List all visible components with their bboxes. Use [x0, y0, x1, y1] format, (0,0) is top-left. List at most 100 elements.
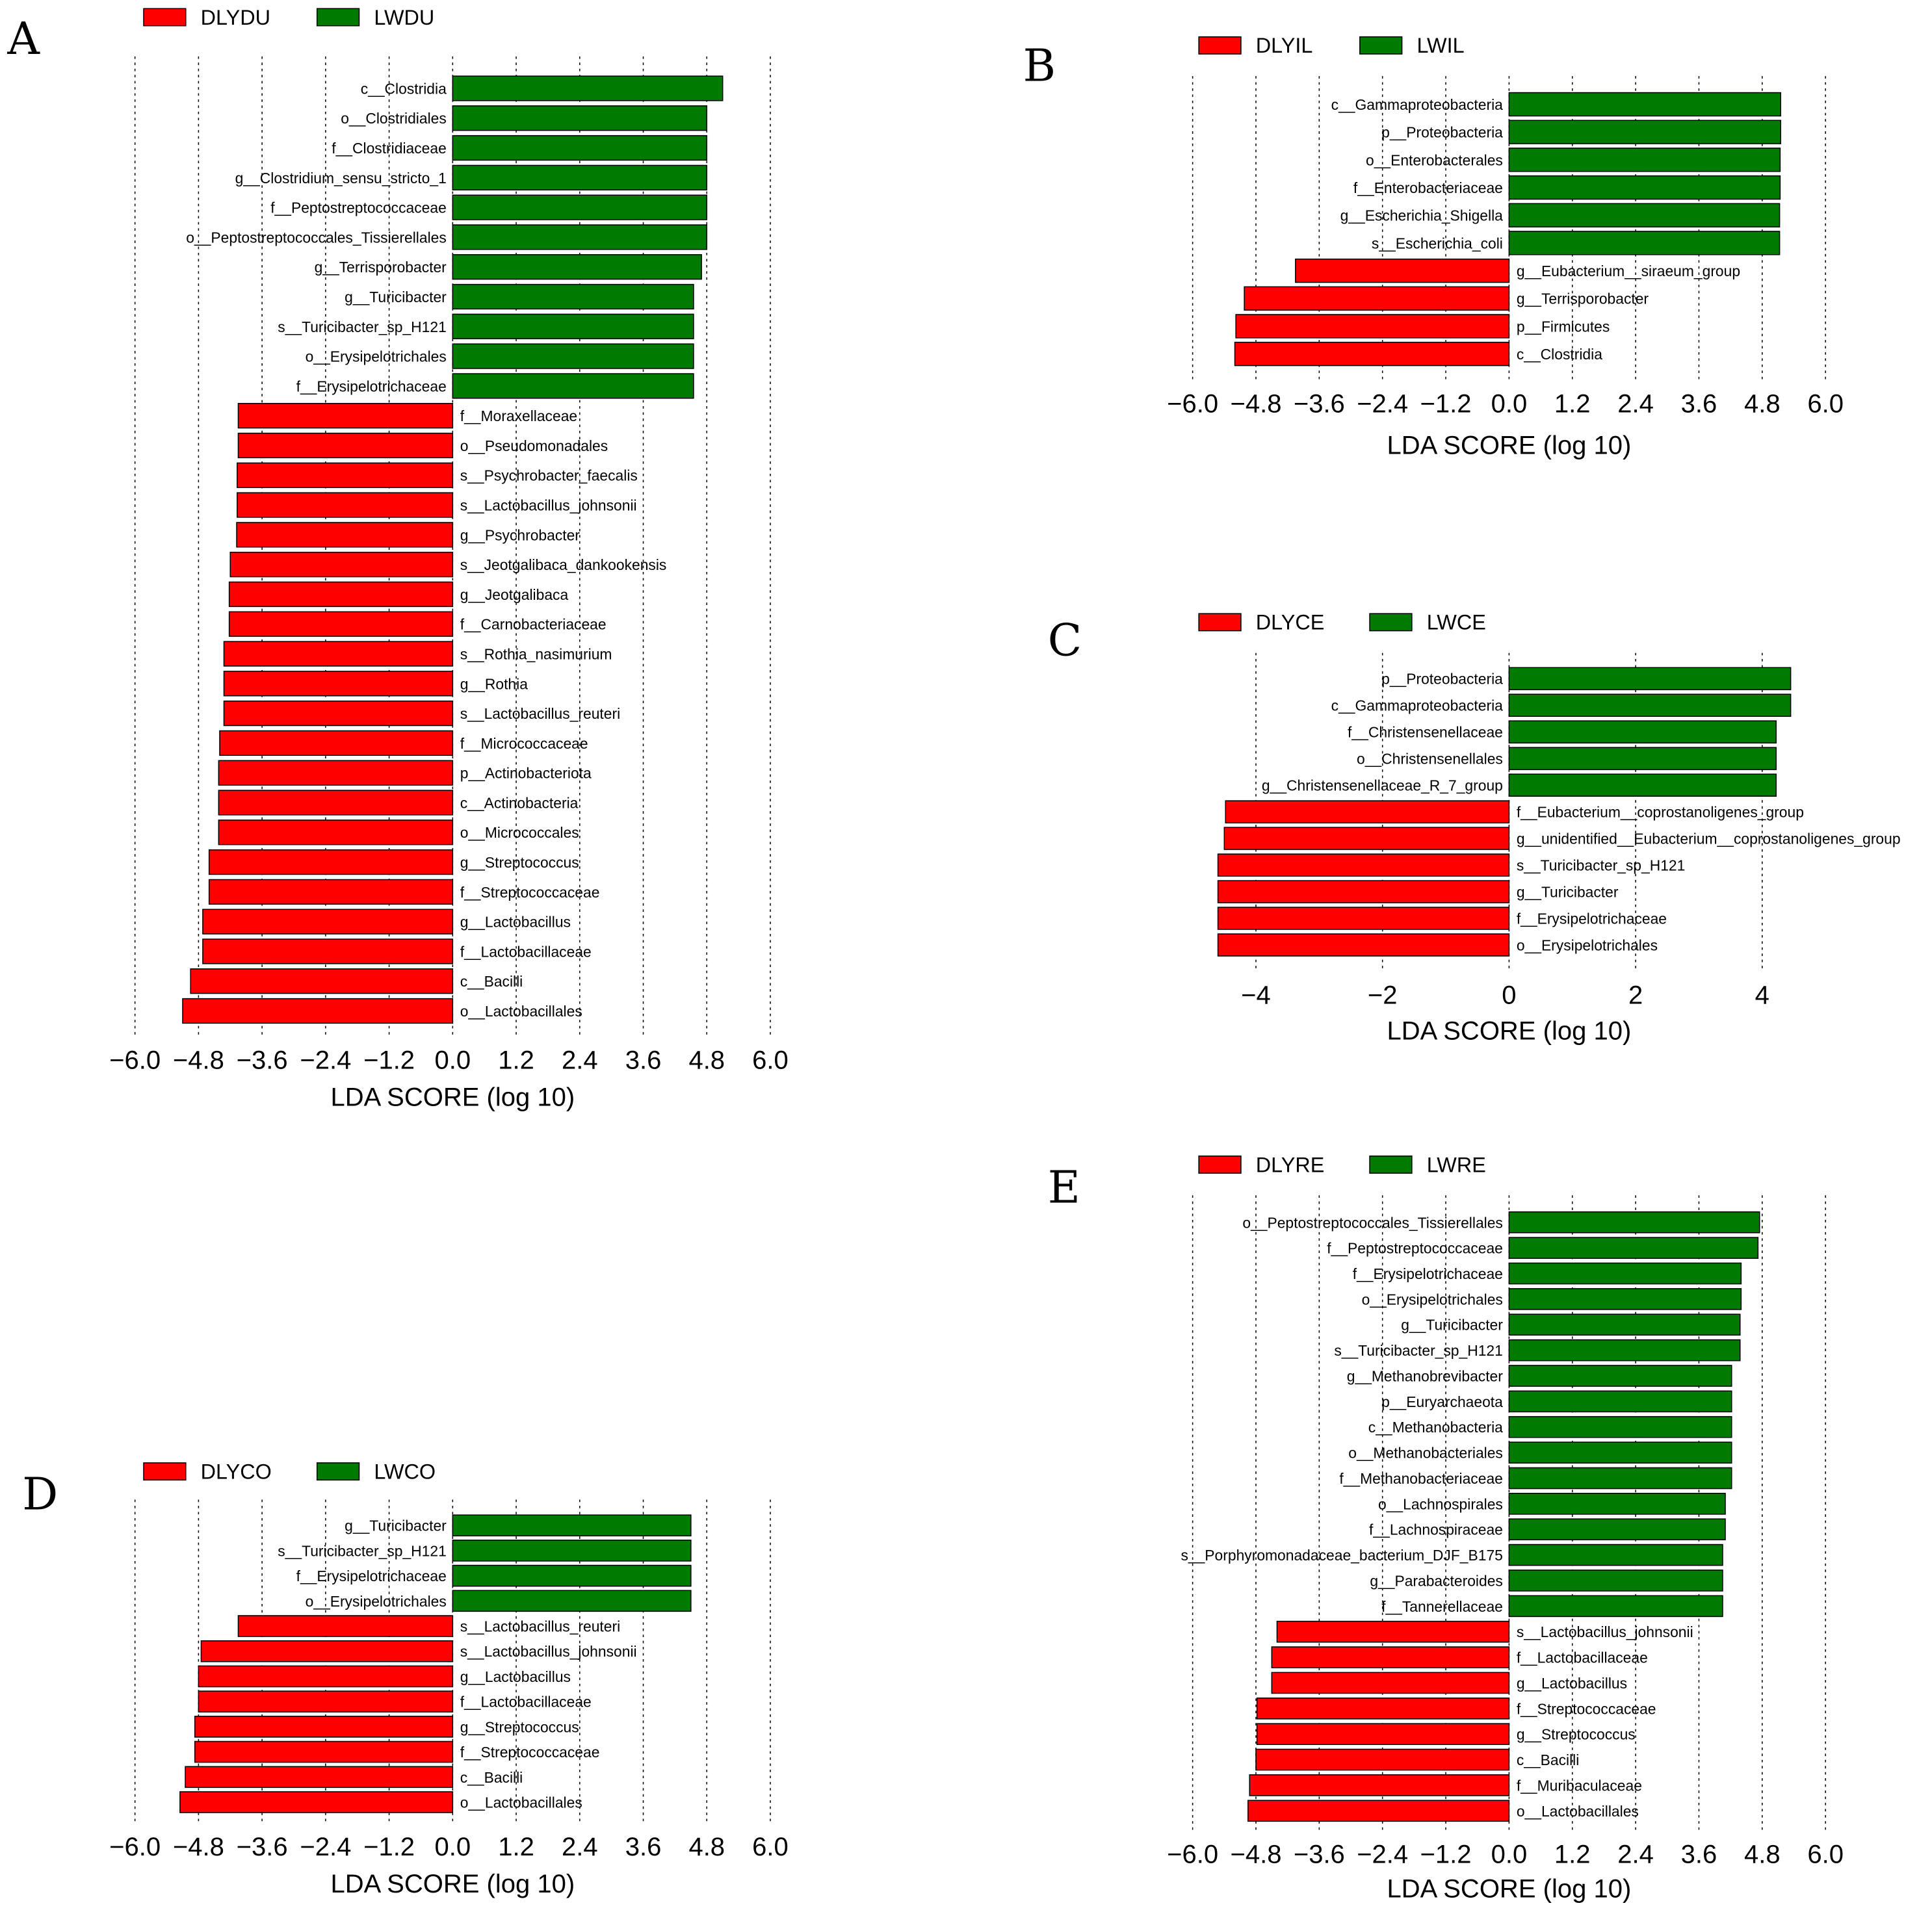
bar-label: f__Erysipelotrichaceae [1517, 911, 1667, 927]
x-tick-label: −3.6 [1294, 390, 1345, 419]
bar-o__Enterobacterales [1508, 148, 1781, 172]
bar-o__Lactobacillales [179, 1791, 454, 1813]
x-tick-label: −3.6 [237, 1833, 288, 1861]
bar-s__Lactobacillus_reuteri [223, 700, 454, 727]
bar-label: o__Erysipelotrichales [306, 1593, 447, 1610]
bar-label: s__Turicibacter_sp_H121 [1517, 857, 1686, 874]
bar-label: s__Porphyromonadaceae_bacterium_DJF_B175 [1181, 1547, 1502, 1564]
bar-o__Peptostreptococcales_Tissierellales [452, 224, 708, 250]
bar-label: g__Jeotgalibaca [460, 586, 569, 603]
bar-c__Clostridia [1234, 341, 1510, 367]
x-tick-label: 2 [1628, 981, 1643, 1010]
x-tick-label: 4.8 [1744, 1841, 1781, 1869]
bar-c__Bacilli [190, 968, 454, 994]
bar-label: o__Methanobacteriales [1348, 1445, 1503, 1462]
panel-b: B DLYIL LWIL c__Gammaproteobacteria p__Prote… [1023, 34, 1844, 459]
legend-label-lwre: LWRE [1427, 1153, 1486, 1176]
bar-label: g__Streptococcus [460, 854, 579, 871]
x-tick-label: 1.2 [498, 1046, 534, 1075]
bar-label: o__Erysipelotrichales [1362, 1291, 1503, 1308]
bar-label: o__Lactobacillales [460, 1794, 582, 1811]
x-tick-label: −1.2 [363, 1833, 415, 1861]
x-axis-title: LDA SCORE (log 10) [330, 1870, 575, 1898]
bar-g__Streptococcus [1256, 1723, 1510, 1745]
x-tick-label: −2.4 [300, 1833, 351, 1861]
panel-letter: D [22, 1469, 58, 1521]
x-tick-label: 2.4 [1617, 1841, 1654, 1869]
x-axis-title: LDA SCORE (log 10) [1387, 1874, 1632, 1903]
bar-label: s__Rothia_nasimurium [460, 646, 612, 663]
x-tick-label: −2.4 [300, 1046, 351, 1075]
bar-o__Micrococcales [218, 820, 454, 846]
bar-label: f__Eubacterium__coprostanoligenes_group [1517, 804, 1804, 821]
bar-g__Eubacterium__siraeum_group [1295, 258, 1510, 283]
bar-label: c__Gammaproteobacteria [1331, 96, 1504, 113]
bar-label: c__Actinobacteria [460, 795, 579, 812]
bar-label: g__Lactobacillus [1517, 1675, 1627, 1692]
bar-label: g__Eubacterium__siraeum_group [1517, 263, 1740, 279]
bar-f__Christensenellaceae [1508, 720, 1777, 743]
bar-f__Lactobacillaceae [198, 1690, 454, 1712]
bar-s__Lactobacillus_johnsonii [200, 1640, 454, 1662]
legend-swatch-dlyil [1198, 36, 1242, 55]
bar-label: g__Streptococcus [460, 1718, 579, 1735]
bar-label: g__Psychrobacter [460, 526, 581, 543]
x-tick-label: 6.0 [1807, 1841, 1844, 1869]
bar-g__Terrisporobacter [1244, 286, 1510, 311]
x-tick-label: 4 [1755, 981, 1769, 1010]
x-tick-label: −1.2 [1420, 1841, 1472, 1869]
bar-label: f__Lactobacillaceae [460, 944, 592, 961]
bar-s__Turicibacter_sp_H121 [1508, 1339, 1741, 1362]
x-tick-label: −6.0 [109, 1046, 161, 1075]
x-tick-label: 3.6 [1681, 1841, 1717, 1869]
bar-label: g__Turicibacter [345, 1518, 447, 1534]
bar-f__Micrococcaceae [219, 730, 454, 756]
bar-label: p__Proteobacteria [1381, 671, 1503, 688]
bar-label: s__Lactobacillus_johnsonii [1517, 1623, 1693, 1640]
bar-label: f__Streptococcaceae [1517, 1700, 1656, 1717]
legend-swatch-dlyre [1198, 1156, 1242, 1174]
bar-g__Jeotgalibaca [228, 581, 454, 608]
x-tick-label: −4 [1241, 981, 1271, 1010]
bar-label: f__Muribaculaceae [1517, 1777, 1642, 1794]
bar-o__Erysipelotrichales [1508, 1288, 1742, 1310]
bar-f__Peptostreptococcaceae [452, 194, 708, 220]
bar-label: g__Terrisporobacter [315, 259, 447, 276]
bar-label: s__Turicibacter_sp_H121 [1334, 1342, 1503, 1359]
legend-label-dlyce: DLYCE [1256, 611, 1325, 634]
bar-s__Lactobacillus_johnsonii [1276, 1620, 1510, 1643]
bar-c__Actinobacteria [218, 790, 454, 816]
bar-c__Methanobacteria [1508, 1415, 1732, 1438]
legend-swatch-lwco [316, 1462, 360, 1481]
bar-label: g__Parabacteroides [1370, 1573, 1503, 1590]
bar-label: c__Gammaproteobacteria [1331, 697, 1504, 714]
bar-f__Erysipelotrichaceae [452, 373, 694, 399]
bar-f__Methanobacteriaceae [1508, 1467, 1732, 1490]
x-axis-title: LDA SCORE (log 10) [1387, 1017, 1632, 1046]
x-tick-label: −2.4 [1357, 390, 1408, 419]
bar-label: g__Turicibacter [345, 289, 447, 305]
bar-g__Clostridium_sensu_stricto_1 [452, 164, 708, 190]
x-tick-label: −2 [1368, 981, 1398, 1010]
legend-swatch-lwil [1359, 36, 1403, 55]
x-axis-title: LDA SCORE (log 10) [1387, 432, 1632, 460]
x-tick-label: 0 [1502, 981, 1516, 1010]
bar-s__Turicibacter_sp_H121 [1217, 853, 1510, 877]
bar-label: g__Rothia [460, 675, 529, 692]
bar-label: g__Streptococcus [1517, 1726, 1636, 1743]
bar-g__Turicibacter [1508, 1313, 1741, 1336]
x-tick-label: 3.6 [625, 1833, 662, 1861]
bar-o__Erysipelotrichales [1217, 933, 1510, 957]
x-tick-label: −6.0 [1167, 1841, 1218, 1869]
bar-label: o__Lachnospirales [1378, 1495, 1503, 1512]
bar-f__Muribaculaceae [1249, 1774, 1510, 1796]
bar-label: o__Erysipelotrichales [306, 348, 447, 365]
panel-a: A DLYDU LWDU c__Clostridia o__Clostridialesf… [7, 6, 788, 1111]
bar-f__Moraxellaceae [237, 403, 454, 429]
bar-label: s__Turicibacter_sp_H121 [278, 1542, 447, 1559]
bar-f__Lactobacillaceae [1271, 1646, 1510, 1668]
bar-label: f__Lachnospiraceae [1369, 1521, 1503, 1538]
bar-label: s__Turicibacter_sp_H121 [278, 318, 447, 335]
x-tick-label: −4.8 [1230, 390, 1281, 419]
panel-e: E DLYRE LWRE o__Peptostreptococcales_Tissie… [1048, 1153, 1844, 1903]
